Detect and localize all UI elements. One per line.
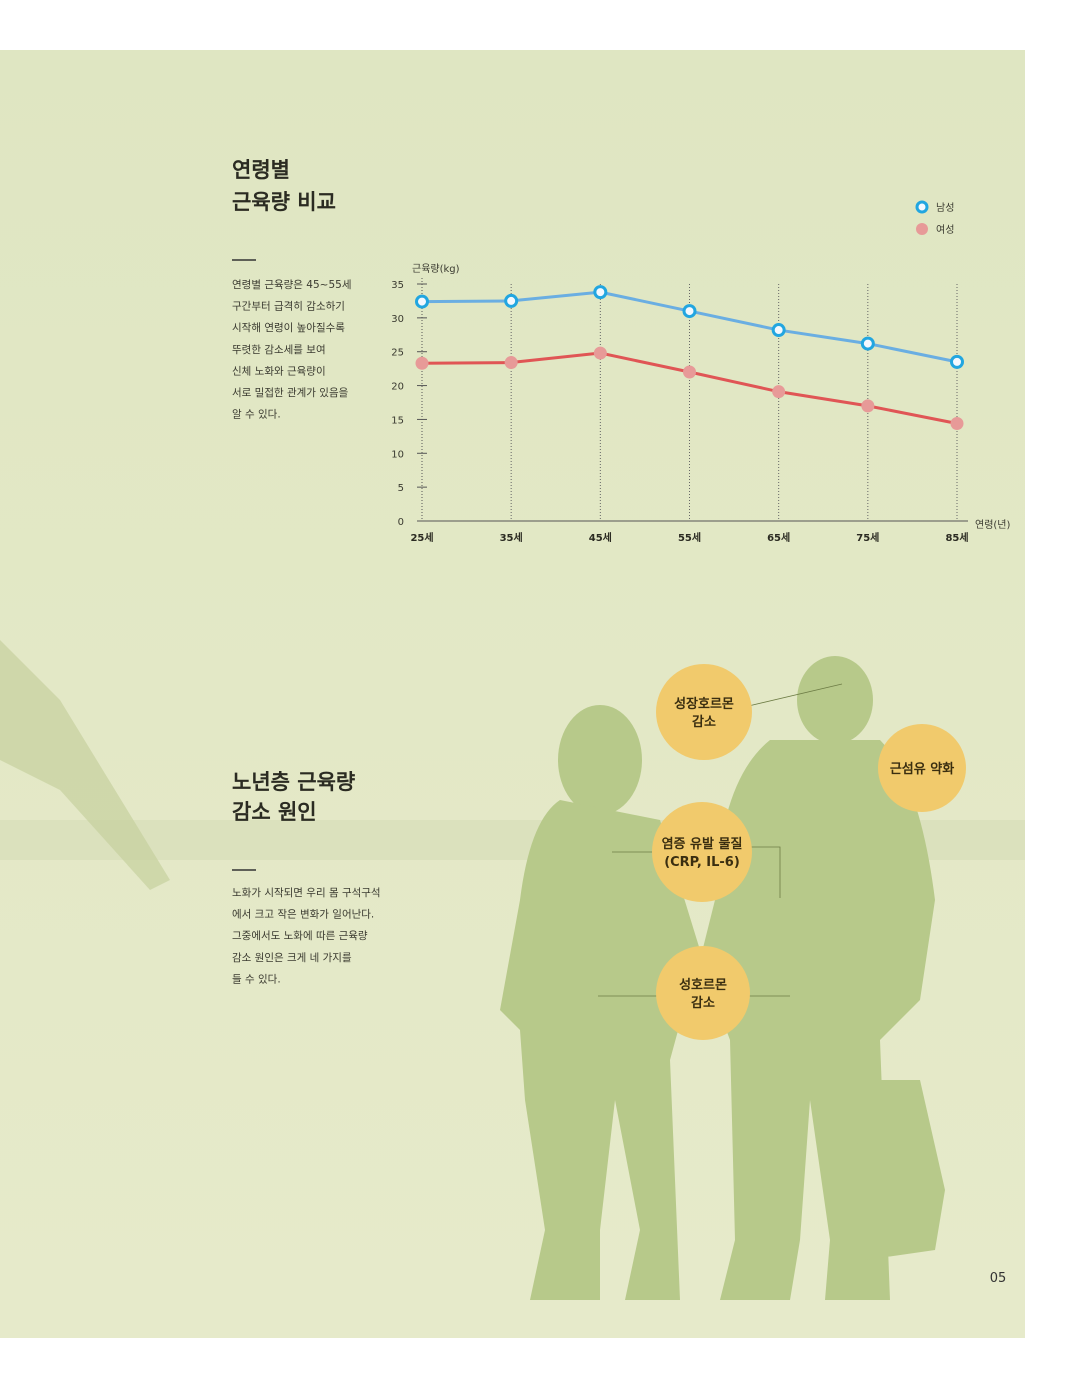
cause-label: 염증 유발 물질	[662, 836, 743, 852]
x-tick-label: 35세	[500, 531, 523, 544]
x-tick-label: 45세	[589, 531, 612, 544]
body-line: 들 수 있다.	[232, 973, 281, 985]
body-line: 에서 크고 작은 변화가 일어난다.	[232, 908, 374, 921]
point	[950, 354, 964, 369]
point	[504, 356, 518, 370]
point	[682, 304, 697, 319]
body-line: 신체 노화와 근육량이	[232, 365, 326, 377]
point	[683, 365, 696, 379]
cause-bubble	[878, 724, 966, 812]
body-line: 구간부터 급격히 감소하기	[232, 300, 345, 313]
body-line: 알 수 있다.	[232, 409, 281, 421]
point	[771, 323, 786, 338]
point	[772, 385, 786, 399]
body-line: 뚜렷한 감소세를 보여	[232, 344, 326, 356]
point	[415, 294, 429, 309]
tent	[0, 640, 170, 890]
body-line: 감소 원인은 크게 네 가지를	[232, 952, 352, 964]
y-tick-label: 10	[391, 449, 404, 460]
x-tick-label: 55세	[678, 531, 701, 544]
y-tick-label: 30	[391, 314, 404, 325]
y-tick-label: 0	[398, 517, 404, 528]
cause-label: 성호르몬	[679, 978, 727, 993]
section-title: 연령별	[232, 158, 290, 182]
point	[950, 416, 964, 430]
y-tick-label: 5	[398, 483, 404, 494]
point	[860, 336, 875, 351]
cause-bubble	[656, 664, 752, 760]
body-line: 노화가 시작되면 우리 몸 구석구석	[232, 887, 381, 899]
body-line: 그중에서도 노화에 따른 근육량	[232, 930, 368, 942]
x-tick-label: 25세	[410, 531, 433, 544]
body-line: 서로 밀접한 관계가 있음을	[232, 387, 349, 399]
section-title: 근육량 비교	[232, 190, 336, 214]
section-title: 노년층 근육량	[232, 770, 355, 794]
cause-bubble	[656, 946, 750, 1040]
y-axis-label: 근육량(kg)	[412, 263, 460, 275]
silhouettes	[500, 656, 945, 1300]
point	[593, 285, 608, 300]
x-tick-label: 65세	[767, 531, 790, 544]
cause-label: 감소	[691, 996, 715, 1011]
cause-label: 근섬유 약화	[890, 761, 954, 777]
cause-label: (CRP, IL-6)	[664, 855, 740, 870]
y-tick-label: 25	[391, 348, 404, 359]
page-number: 05	[990, 1271, 1007, 1286]
point	[861, 399, 875, 413]
point	[593, 346, 607, 360]
legend-label: 남성	[936, 202, 954, 214]
y-tick-label: 20	[391, 382, 404, 393]
x-tick-label: 85세	[945, 531, 968, 544]
legend-marker	[915, 200, 929, 214]
y-tick-label: 15	[391, 415, 404, 426]
legend-label: 여성	[936, 224, 954, 236]
cause-label: 감소	[692, 715, 716, 730]
body-line: 연령별 근육량은 45~55세	[232, 279, 351, 291]
y-tick-label: 35	[391, 280, 404, 291]
section-title: 감소 원인	[232, 800, 317, 824]
cause-bubble	[652, 802, 752, 902]
chart: 근육량(kg) 연령(년) 0 5 10 15 20 25 30 35 25세 35세 45세 55세 65…	[391, 200, 1011, 544]
point	[504, 293, 519, 308]
x-axis-label: 연령(년)	[975, 519, 1011, 531]
point	[415, 356, 429, 370]
x-tick-label: 75세	[856, 531, 879, 544]
legend-marker	[916, 223, 928, 235]
body-line: 시작해 연령이 높아질수록	[232, 321, 345, 334]
cause-label: 성장호르몬	[674, 696, 734, 712]
